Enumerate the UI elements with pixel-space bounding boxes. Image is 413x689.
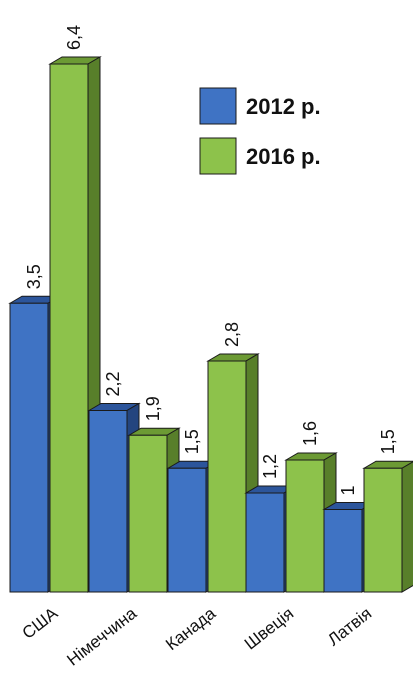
category-label-cat-3: Швеція [241,604,297,654]
bar-2012-cat-0-front [9,302,49,593]
value-label-2012-cat-4: 1 [338,485,358,495]
bar-2012-cat-4-front [323,509,363,593]
bar-2012-cat-2-front [167,467,207,593]
value-labels-layer: 3,5 6,4 2,2 1,9 1,5 2,8 1,2 1,6 1 1,5 [24,25,398,496]
legend-swatch-1 [199,137,237,175]
category-labels-layer: США Німеччина Канада Швеція Латвія [19,603,376,669]
category-label-cat-4: Латвія [324,604,375,650]
legend-swatch-0 [199,87,237,125]
bar-2016-cat-4-side [401,461,413,593]
bar-2016-cat-3-front [285,459,325,593]
bar-2016-cat-0-front [49,63,89,593]
value-label-2016-cat-3: 1,6 [300,421,320,446]
legend-label-1: 2016 р. [246,144,321,169]
bar-2012-cat-1-front [88,410,128,593]
value-label-2012-cat-1: 2,2 [103,371,123,396]
category-label-cat-2: Канада [162,603,219,654]
value-label-2016-cat-1: 1,9 [143,396,163,421]
value-label-2012-cat-0: 3,5 [24,264,44,289]
bar-2016-cat-1-front [128,434,168,593]
value-label-2016-cat-2: 2,8 [222,322,242,347]
category-label-cat-1: Німеччина [63,603,140,669]
legend-label-0: 2012 р. [246,94,321,119]
value-label-2016-cat-4: 1,5 [378,429,398,454]
value-label-2012-cat-2: 1,5 [182,429,202,454]
bars-layer [8,56,413,593]
bar-2016-cat-2-front [207,360,247,593]
bar-2016-cat-4 [362,460,413,593]
legend: 2012 р. 2016 р. [199,87,321,175]
bar-2016-cat-4-front [363,467,403,593]
category-label-cat-0: США [19,603,62,643]
value-label-2016-cat-0: 6,4 [64,25,84,50]
value-label-2012-cat-3: 1,2 [260,454,280,479]
bar-2012-cat-3-front [245,492,285,593]
